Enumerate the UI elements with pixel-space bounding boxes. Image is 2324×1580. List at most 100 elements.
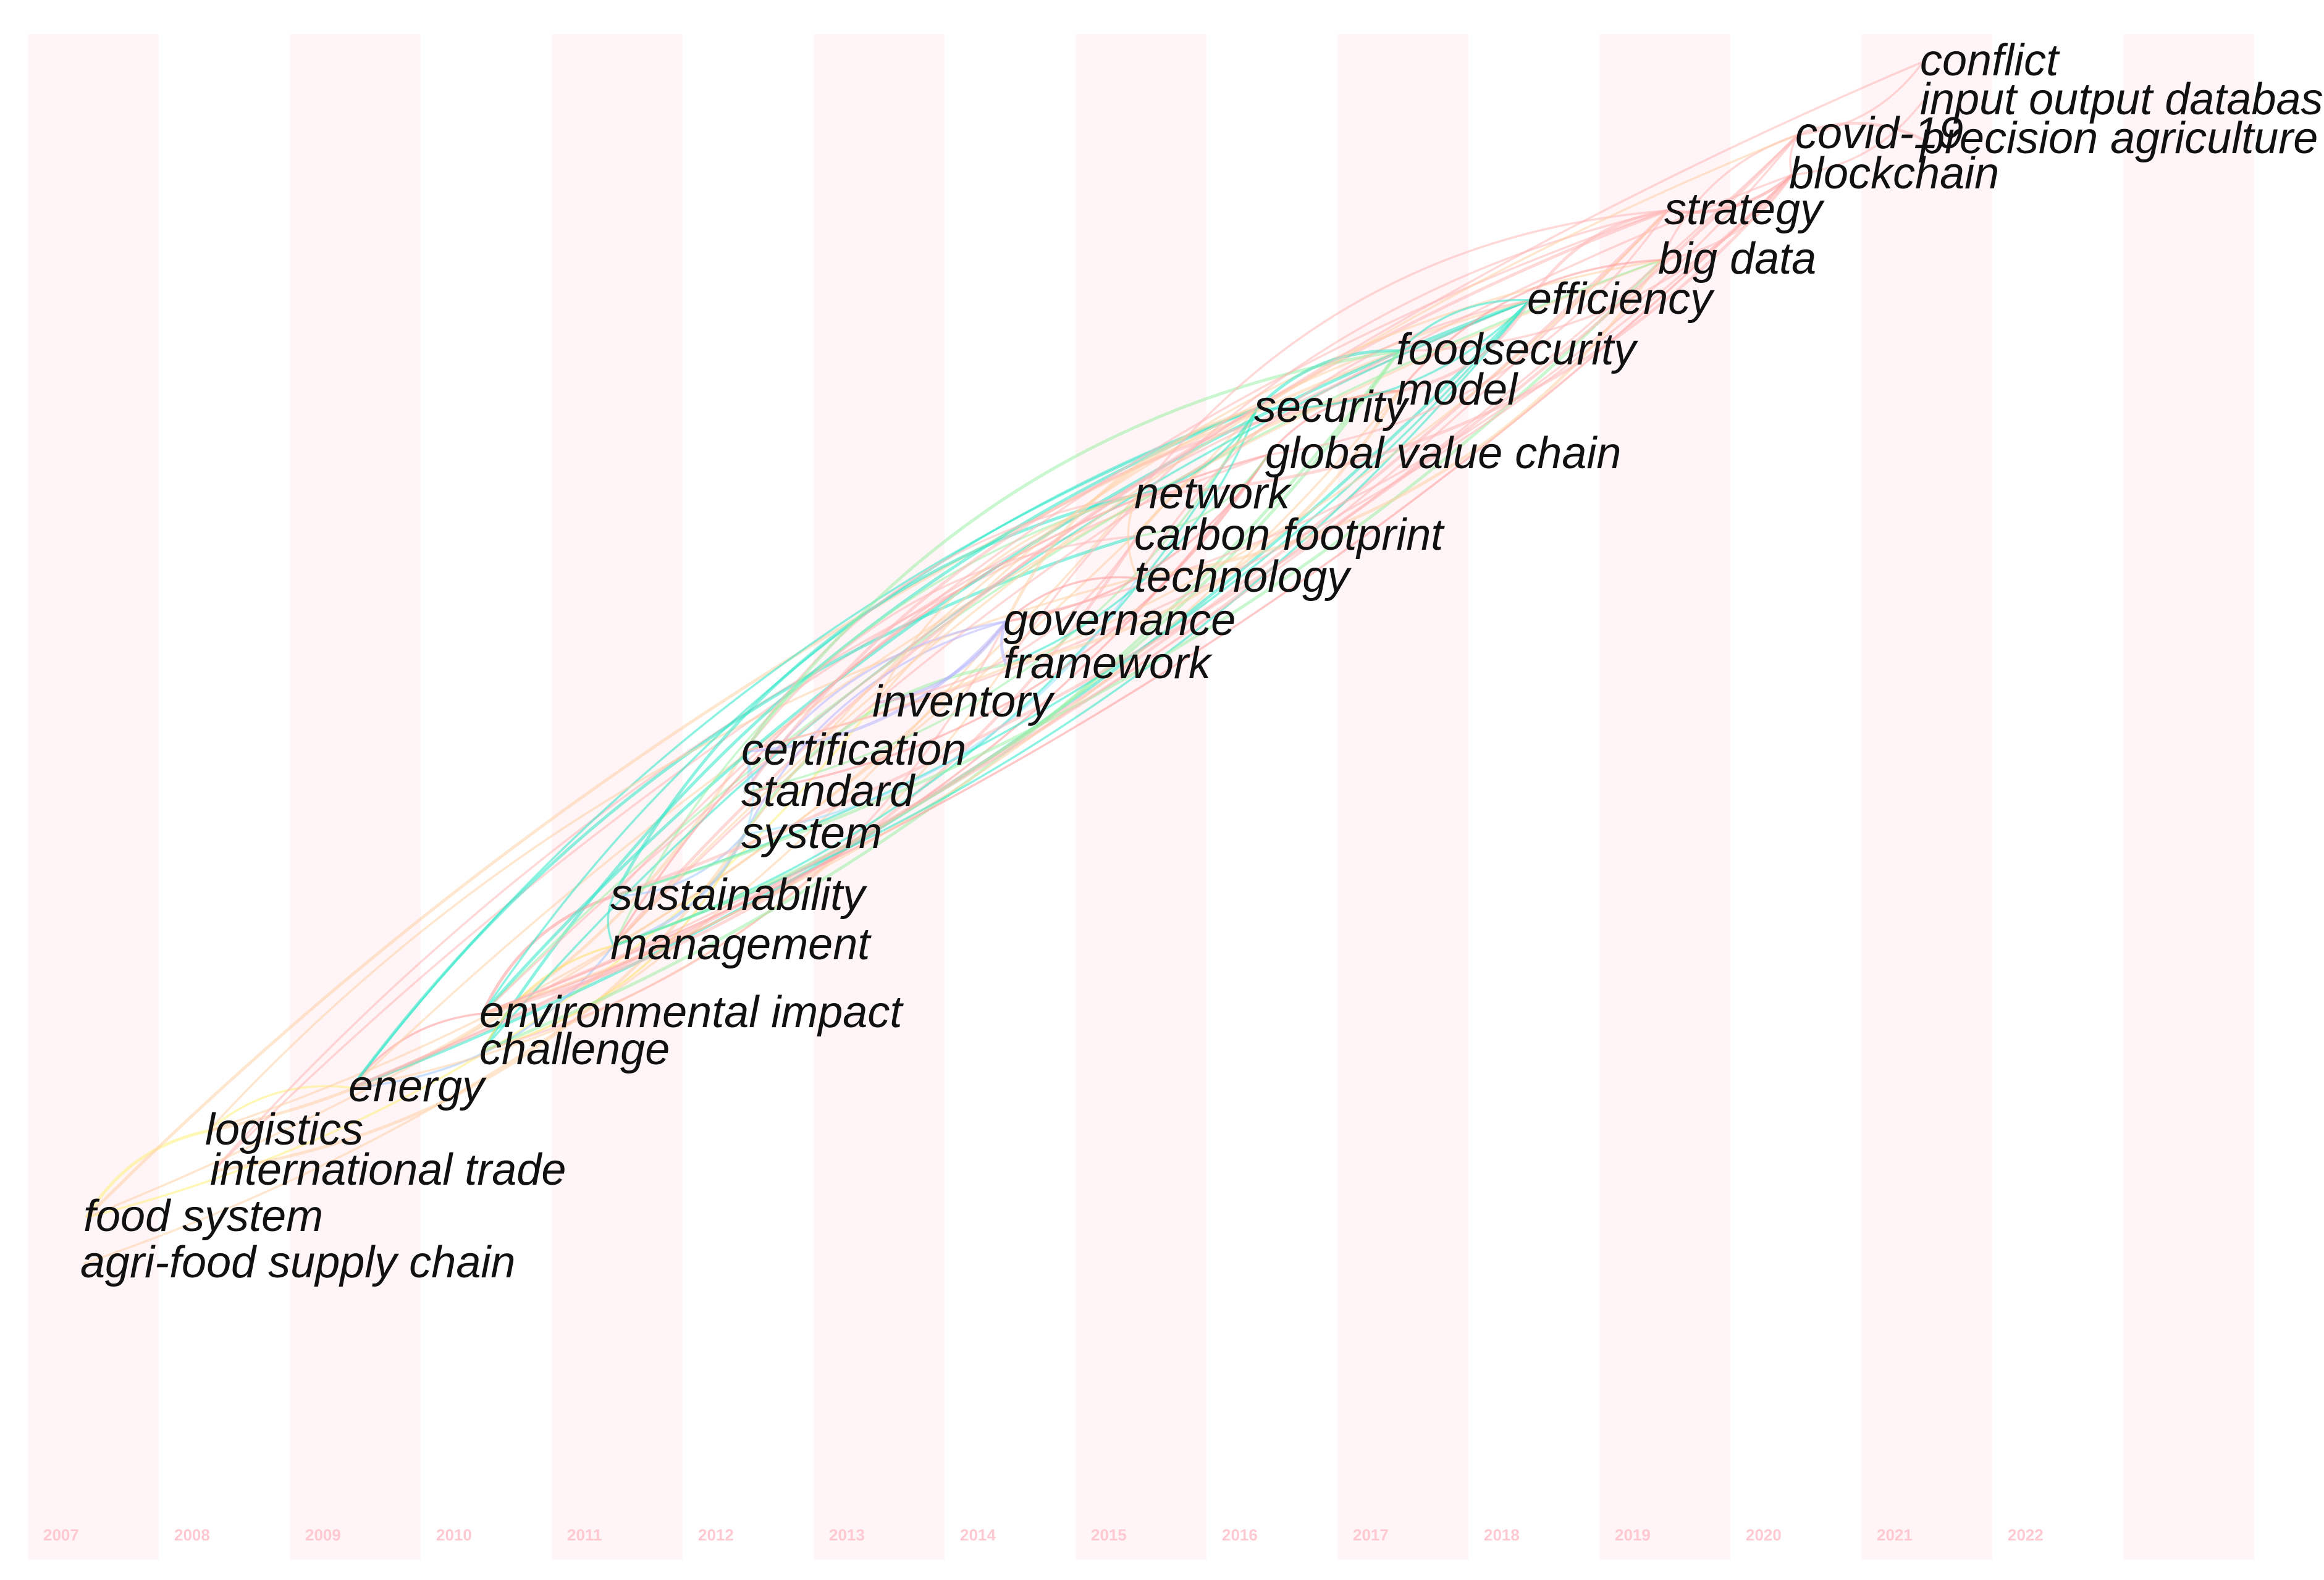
- year-bands: [28, 34, 2254, 1560]
- link-management--efficiency: [613, 299, 1531, 947]
- year-axis-labels: 2007 2008 2009 2010 2011 2012 2013 2014 2015 2016…: [43, 1526, 2044, 1544]
- year-band-2007: [28, 34, 159, 1560]
- link-network--security: [1137, 408, 1258, 496]
- link-foodsecurity--efficiency: [1398, 298, 1531, 352]
- keyword-logistics: logistics: [205, 1105, 363, 1154]
- keyword-food-system: food system: [83, 1191, 323, 1241]
- keyword-strategy: strategy: [1664, 185, 1825, 234]
- link-challenge--system: [482, 834, 746, 1052]
- keyword-big-data: big data: [1658, 234, 1816, 284]
- year-label-2014: 2014: [960, 1526, 996, 1544]
- link-certification--foodsecurity: [743, 349, 1400, 752]
- link-inventory--carbon-footprint: [875, 536, 1139, 704]
- link-challenge--management: [481, 944, 614, 1051]
- link-global-value-chain--strategy: [1268, 210, 1669, 456]
- link-international-trade--system: [213, 833, 746, 1173]
- link-challenge--foodsecurity: [482, 350, 1400, 1053]
- link-blockchain--input-output-database: [1791, 99, 1924, 176]
- link-sustainability--system: [613, 833, 746, 897]
- link-technology--big-data: [1137, 259, 1663, 580]
- link-certification--carbon-footprint: [743, 535, 1138, 752]
- year-band-tail: [2123, 34, 2254, 1560]
- link-network--strategy: [1136, 209, 1668, 496]
- keyword-environmental-impact: environmental impact: [479, 988, 904, 1037]
- link-standard--model: [743, 389, 1400, 794]
- year-label-2021: 2021: [1877, 1526, 1913, 1544]
- link-network--blockchain: [1137, 174, 1793, 497]
- link-logistics--technology: [207, 577, 1138, 1132]
- keyword-sustainability: sustainability: [610, 870, 867, 920]
- keyword-system: system: [741, 809, 882, 858]
- link-inventory--network: [874, 494, 1138, 704]
- link-framework--governance: [1000, 620, 1008, 666]
- keyword-technology: technology: [1134, 552, 1352, 602]
- keyword-inventory: inventory: [872, 677, 1055, 726]
- year-label-2009: 2009: [305, 1526, 341, 1544]
- keyword-agri-food-supply-chain: agri-food supply chain: [80, 1238, 515, 1287]
- year-label-2016: 2016: [1222, 1526, 1258, 1544]
- link-management--network: [612, 494, 1138, 946]
- year-label-2007: 2007: [43, 1526, 79, 1544]
- link-management--strategy: [612, 209, 1668, 947]
- link-governance--global-value-chain: [1006, 454, 1269, 623]
- keyword-international-trade: international trade: [210, 1145, 566, 1195]
- year-band-2009: [290, 34, 421, 1560]
- link-technology--efficiency: [1136, 299, 1531, 579]
- year-label-2018: 2018: [1484, 1526, 1520, 1544]
- year-band-2017: [1337, 34, 1468, 1560]
- year-band-2015: [1076, 34, 1206, 1560]
- year-label-2013: 2013: [829, 1526, 865, 1544]
- link-covid-19--precision-agriculture: [1798, 122, 1924, 141]
- year-label-2015: 2015: [1091, 1526, 1127, 1544]
- keyword-management: management: [610, 920, 872, 969]
- keyword-network: network: [1134, 469, 1292, 518]
- keyword-precision-agriculture: precision agriculture: [1919, 114, 2318, 163]
- link-model--efficiency: [1399, 299, 1532, 393]
- link-efficiency--strategy: [1528, 209, 1668, 301]
- link-covid-19--conflict: [1798, 61, 1924, 136]
- link-management--sustainability: [607, 896, 615, 946]
- year-label-2019: 2019: [1615, 1526, 1651, 1544]
- keyword-standard: standard: [741, 767, 916, 816]
- keyword-input-output-database: input output database: [1920, 75, 2324, 124]
- link-strategy--blockchain: [1667, 174, 1793, 214]
- link-system--governance: [743, 620, 1007, 835]
- link-model--big-data: [1398, 259, 1662, 392]
- link-environmental-impact--conflict: [481, 61, 1924, 1015]
- keyword-covid-19: covid-19: [1795, 109, 1963, 158]
- link-governance--technology: [1005, 576, 1138, 623]
- link-international-trade--efficiency: [212, 299, 1531, 1172]
- link-certification--blockchain: [744, 174, 1793, 752]
- link-framework--model: [1006, 390, 1401, 666]
- keyword-governance: governance: [1003, 595, 1236, 645]
- keyword-carbon-footprint: carbon footprint: [1134, 510, 1445, 560]
- keyword-model: model: [1396, 365, 1518, 414]
- co-occurrence-links: [83, 61, 1924, 1265]
- keyword-challenge: challenge: [479, 1025, 670, 1074]
- link-governance--security: [1004, 406, 1258, 623]
- link-technology--network: [1127, 494, 1139, 579]
- link-certification--governance: [744, 620, 1008, 753]
- link-standard--global-value-chain: [744, 454, 1269, 794]
- link-sustainability--covid-19: [613, 133, 1800, 898]
- link-certification--network: [743, 494, 1138, 752]
- keyword-efficiency: efficiency: [1527, 274, 1715, 324]
- link-big-data--blockchain: [1661, 174, 1793, 261]
- year-label-2012: 2012: [698, 1526, 734, 1544]
- year-label-2008: 2008: [174, 1526, 210, 1544]
- link-food-system--logistics: [85, 1129, 209, 1219]
- keyword-framework: framework: [1003, 639, 1213, 688]
- link-sustainability--big-data: [613, 259, 1662, 898]
- link-energy--covid-19: [351, 133, 1800, 1089]
- year-label-2017: 2017: [1353, 1526, 1389, 1544]
- keyword-energy: energy: [348, 1062, 487, 1111]
- keyword-certification: certification: [741, 725, 966, 775]
- keyword-global-value-chain: global value chain: [1265, 429, 1621, 478]
- year-label-2010: 2010: [436, 1526, 472, 1544]
- year-label-2020: 2020: [1746, 1526, 1782, 1544]
- keyword-blockchain: blockchain: [1789, 149, 1999, 198]
- link-food-system--inventory: [86, 702, 877, 1219]
- keyword-foodsecurity: foodsecurity: [1396, 325, 1638, 374]
